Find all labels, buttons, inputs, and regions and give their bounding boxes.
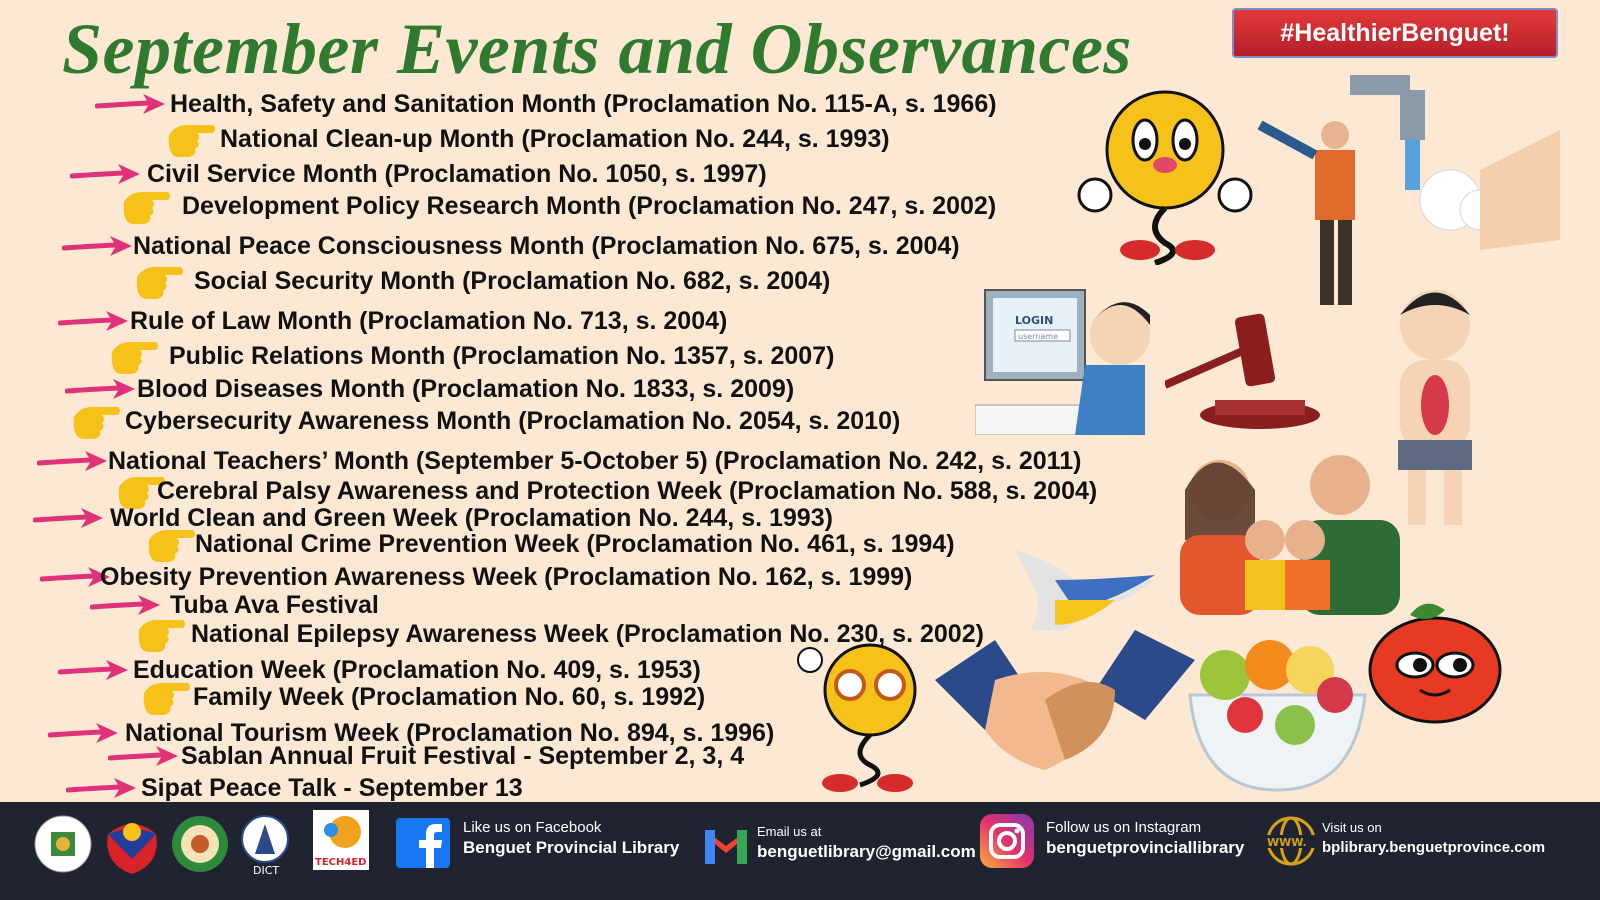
benguet-seal-logo	[34, 815, 92, 873]
gavel-illustration	[1165, 313, 1320, 429]
event-item: Health, Safety and Sanitation Month (Pro…	[170, 90, 997, 118]
bagong-pilipinas-logo	[107, 823, 157, 874]
computer-login-illustration: LOGIN username	[975, 289, 1150, 435]
tech4ed-logo: TECH4ED	[313, 810, 369, 870]
nerd-smiley-mascot-illustration	[797, 643, 917, 792]
arrow-icon	[57, 658, 130, 686]
website-link[interactable]: Visit us on bplibrary.benguetprovince.com	[1322, 818, 1545, 858]
event-item: Cerebral Palsy Awareness and Protection …	[157, 477, 1098, 505]
email-address: benguetlibrary@gmail.com	[757, 842, 976, 861]
pointing-hand-icon	[135, 616, 187, 656]
apple-mascot-illustration	[1368, 603, 1502, 724]
fruit-salad-illustration	[1188, 640, 1367, 792]
pointing-hand-icon	[165, 121, 217, 161]
event-item: Education Week (Proclamation No. 409, s.…	[133, 656, 701, 684]
event-item: National Clean-up Month (Proclamation No…	[220, 125, 890, 153]
family-illustration	[1180, 455, 1400, 615]
arrow-icon	[64, 377, 137, 405]
arrow-icon	[36, 449, 109, 477]
event-item: Public Relations Month (Proclamation No.…	[169, 342, 835, 370]
pointing-hand-icon	[108, 338, 160, 378]
dict-label: DICT	[253, 864, 279, 874]
smiley-mascot-illustration	[1077, 90, 1253, 265]
arrow-icon	[69, 162, 142, 190]
event-item: Family Week (Proclamation No. 60, s. 199…	[193, 683, 706, 711]
instagram-icon[interactable]	[980, 814, 1034, 868]
event-item: Social Security Month (Proclamation No. …	[194, 267, 831, 295]
pointing-hand-icon	[70, 403, 122, 443]
worker-handwashing-illustration	[1257, 75, 1560, 305]
arrow-icon	[94, 92, 167, 120]
event-item: Rule of Law Month (Proclamation No. 713,…	[130, 307, 728, 335]
arrow-icon	[65, 776, 138, 804]
pointing-hand-icon	[145, 526, 197, 566]
page-title: September Events and Observances	[62, 9, 1132, 89]
arrow-icon	[47, 721, 120, 749]
event-item: National Epilepsy Awareness Week (Procla…	[191, 620, 984, 648]
facebook-page-name: Benguet Provincial Library	[463, 838, 680, 857]
arrow-icon	[61, 234, 134, 262]
pointing-hand-icon	[140, 679, 192, 719]
event-item: Cybersecurity Awareness Month (Proclamat…	[125, 407, 901, 435]
event-item: Development Policy Research Month (Procl…	[182, 192, 997, 220]
pointing-hand-icon	[133, 263, 185, 303]
pointing-hand-icon	[115, 473, 167, 513]
facebook-link[interactable]: Like us on Facebook Benguet Provincial Li…	[463, 818, 679, 858]
arrow-icon	[107, 744, 180, 772]
event-item: National Tourism Week (Proclamation No. …	[125, 719, 775, 747]
child-illustration	[1398, 290, 1472, 525]
username-placeholder: username	[1018, 332, 1058, 341]
footer-bar: DICT TECH4ED Like us on Facebook Benguet …	[0, 802, 1600, 900]
arrow-icon	[89, 593, 162, 621]
pointing-hand-icon	[120, 188, 172, 228]
event-item: Sipat Peace Talk - September 13	[141, 774, 523, 802]
event-item: National Teachers’ Month (September 5-Oc…	[108, 447, 1082, 475]
event-item: Sablan Annual Fruit Festival - September…	[181, 742, 745, 770]
instagram-line1: Follow us on Instagram	[1046, 819, 1202, 836]
facebook-icon[interactable]	[396, 818, 450, 868]
website-url: bplibrary.benguetprovince.com	[1322, 839, 1546, 856]
email-line1: Email us at	[757, 824, 822, 839]
instagram-handle: benguetprovinciallibrary	[1046, 838, 1245, 857]
www-label: WWW.	[1267, 836, 1307, 849]
facebook-line1: Like us on Facebook	[463, 819, 602, 836]
peace-dove-illustration	[1015, 550, 1155, 630]
handshake-illustration	[935, 630, 1195, 770]
arrow-icon	[39, 565, 112, 593]
event-item: Blood Diseases Month (Proclamation No. 1…	[137, 375, 795, 403]
benguet-provincial-library-logo	[172, 816, 228, 872]
arrow-icon	[57, 309, 130, 337]
event-item: World Clean and Green Week (Proclamation…	[110, 504, 833, 532]
instagram-link[interactable]: Follow us on Instagram benguetprovinciall…	[1046, 818, 1244, 858]
event-item: Obesity Prevention Awareness Week (Procl…	[100, 563, 913, 591]
event-item: National Peace Consciousness Month (Proc…	[133, 232, 960, 260]
event-item: Tuba Ava Festival	[170, 591, 379, 619]
event-item: National Crime Prevention Week (Proclama…	[195, 530, 955, 558]
dict-logo: DICT	[241, 815, 289, 874]
event-item: Civil Service Month (Proclamation No. 10…	[147, 160, 767, 188]
website-line1: Visit us on	[1322, 820, 1382, 835]
tech4ed-label: TECH4ED	[315, 857, 366, 868]
globe-www-icon[interactable]: WWW.	[1266, 816, 1316, 866]
email-link[interactable]: Email us at benguetlibrary@gmail.com	[757, 822, 976, 862]
gmail-icon[interactable]	[703, 824, 749, 864]
hashtag-badge: #HealthierBenguet!	[1232, 8, 1558, 58]
login-label: LOGIN	[1015, 314, 1053, 327]
arrow-icon	[32, 506, 105, 534]
